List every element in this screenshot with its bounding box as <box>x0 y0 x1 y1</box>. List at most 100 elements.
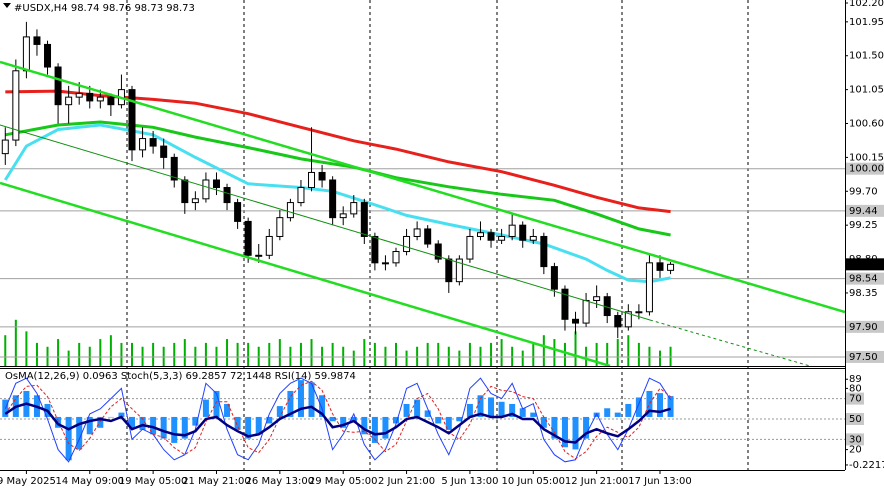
candle-body <box>550 266 558 290</box>
indicator-line <box>4 380 671 460</box>
volume-bar <box>585 346 588 366</box>
y-tick-label: 101.95 <box>849 17 884 28</box>
osma-bar <box>266 416 273 424</box>
osma-bar <box>76 416 83 450</box>
volume-bar <box>669 346 672 366</box>
x-tick-label: 10 Jun 05:00 <box>502 476 566 487</box>
osma-bar <box>625 403 632 417</box>
level-label: 100.00 <box>849 164 884 175</box>
y-tick-label: 101.05 <box>849 85 884 96</box>
level-label: 30 <box>849 434 862 445</box>
osma-bar <box>150 416 157 435</box>
candle-body <box>1 139 9 155</box>
volume-bar <box>500 339 503 366</box>
osma-bar <box>414 399 421 417</box>
candle-body <box>107 96 115 106</box>
osma-bar <box>107 416 114 418</box>
osma-bar <box>171 416 178 443</box>
osma-bar <box>572 416 579 450</box>
osma-bar <box>361 416 368 435</box>
volume-bar <box>299 342 302 366</box>
volume-bar <box>46 346 49 366</box>
osma-bar <box>160 416 167 439</box>
volume-bar <box>257 346 260 366</box>
osma-bar <box>213 390 220 417</box>
candle-body <box>519 224 527 241</box>
channel <box>0 60 845 366</box>
candle-body <box>656 262 664 271</box>
level-label: 97.90 <box>849 322 878 333</box>
osma-bar <box>445 416 452 430</box>
volume-bar <box>215 346 218 366</box>
osma-bar <box>129 416 135 428</box>
y-tick-label: 99.25 <box>849 220 878 231</box>
volume-bar <box>648 346 651 366</box>
x-tick-label: 29 May 05:00 <box>309 476 378 487</box>
volume-bar <box>395 342 397 366</box>
osma-bar <box>234 416 241 430</box>
volume-bar <box>416 346 419 366</box>
x-tick-label: 14 May 09:00 <box>55 476 124 487</box>
candle-body <box>265 235 273 256</box>
level-label: 97.50 <box>849 352 878 363</box>
osma-bar <box>393 416 399 424</box>
osma-bar <box>319 395 326 417</box>
volume-bar <box>373 342 376 366</box>
y-tick-label: 80 <box>849 383 862 394</box>
candle-body <box>75 92 83 98</box>
channel-middle <box>0 124 651 321</box>
volume-bar <box>637 342 640 366</box>
osma-bar <box>657 393 663 417</box>
volume-bar <box>458 350 461 366</box>
candle-body <box>667 263 675 271</box>
osma-bar <box>667 396 674 417</box>
candle-body <box>466 235 474 260</box>
level-label: 99.44 <box>849 206 878 217</box>
candle-body <box>255 254 263 257</box>
volume-bar <box>405 350 408 366</box>
volume-bar <box>447 346 450 366</box>
candle-body <box>308 171 316 189</box>
osma-bar <box>403 403 410 417</box>
candle-body <box>286 202 294 219</box>
candle-body <box>572 318 580 324</box>
channel-upper <box>0 60 845 314</box>
candle-body <box>487 232 495 241</box>
osma-bar <box>287 390 294 417</box>
candle-body <box>181 179 189 204</box>
candle-body <box>424 228 432 245</box>
candle-body <box>212 179 220 189</box>
volume-bar <box>25 331 28 366</box>
osma-bar <box>477 395 484 417</box>
volume-bar <box>352 350 355 366</box>
candle-body <box>44 43 52 68</box>
osma-bar <box>435 416 442 424</box>
osma-bar <box>635 397 642 417</box>
candle-body <box>445 258 453 283</box>
candle-body <box>149 138 157 147</box>
last-price-box <box>846 258 884 271</box>
osma-bar <box>340 416 347 428</box>
candle-body <box>392 251 400 264</box>
candle-body <box>561 288 569 320</box>
candle-body <box>540 235 548 268</box>
candle-body <box>96 96 104 102</box>
candle-body <box>381 262 389 265</box>
volume-bar <box>141 346 144 366</box>
volume-bar <box>342 346 345 366</box>
candle-body <box>12 70 20 141</box>
volume-bar <box>247 342 250 366</box>
volume-bar <box>511 346 514 366</box>
osma-bar <box>139 416 146 430</box>
level-label-box <box>846 272 884 285</box>
volume-bar <box>57 339 60 366</box>
volume-bar <box>162 346 165 366</box>
y-tick-label: 99.70 <box>849 186 878 197</box>
y-tick-label: 89 <box>849 374 862 385</box>
candle-body <box>360 202 368 237</box>
candle-body <box>593 296 601 301</box>
osma-bar <box>466 403 473 417</box>
volume-bar <box>384 346 387 366</box>
candle-body <box>202 179 210 200</box>
volume-bar <box>363 339 366 366</box>
